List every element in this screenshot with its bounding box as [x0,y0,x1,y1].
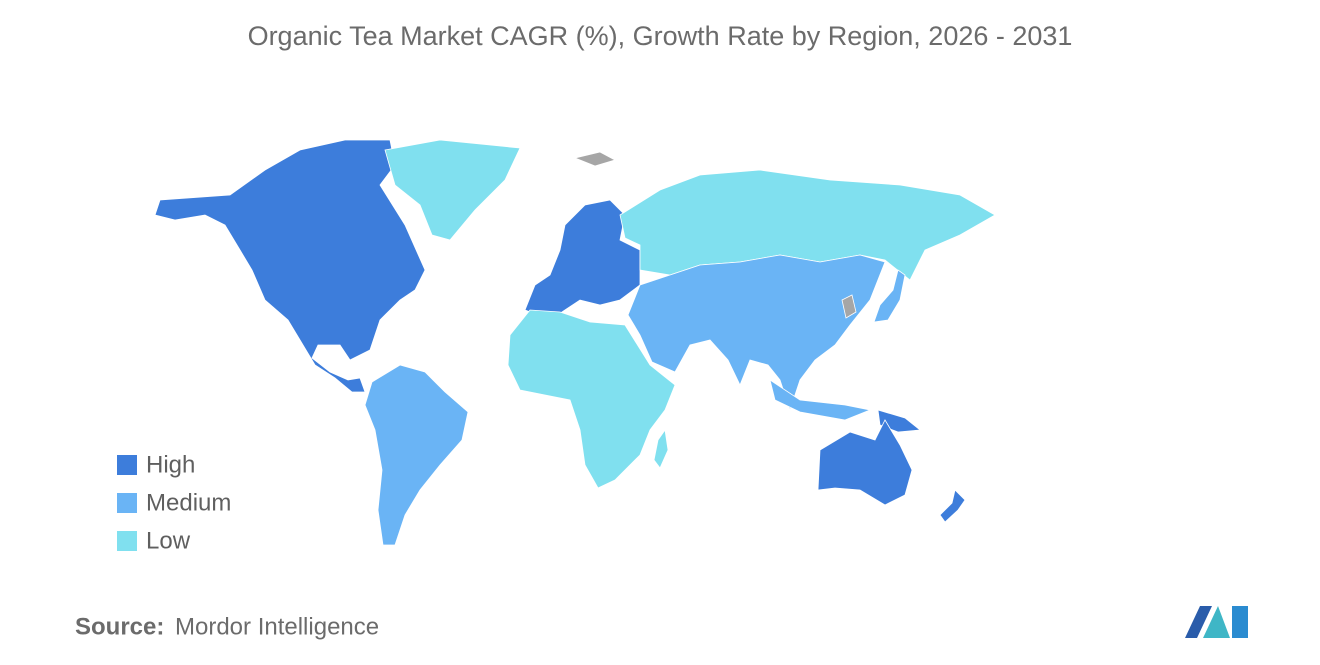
logo-shape [1185,606,1212,638]
region-shape [769,379,872,421]
region-shape [873,269,906,323]
legend-label: Medium [146,489,231,516]
region-shape [627,254,886,412]
region-shape [939,489,966,523]
world-map [154,139,996,546]
region-shape [154,139,426,393]
logo [1185,606,1248,638]
source-label: Source: [75,613,164,640]
logo-shape [1203,606,1230,638]
region-shape [817,419,913,506]
legend: High Medium Low [117,451,231,554]
legend-swatch [117,455,137,475]
region-shape [619,169,996,281]
map-title: Organic Tea Market CAGR (%), Growth Rate… [248,21,1073,51]
region-shape [384,139,521,241]
region-shape [364,364,469,546]
region-shape [573,151,617,167]
legend-swatch [117,493,137,513]
region-shape [841,294,857,319]
region-shape [524,199,641,321]
region-shape [507,309,676,489]
legend-label: High [146,451,195,478]
source-text: Mordor Intelligence [175,613,379,640]
logo-shape [1232,606,1248,638]
legend-swatch [117,531,137,551]
region-shape [653,428,669,469]
legend-label: Low [146,527,191,554]
